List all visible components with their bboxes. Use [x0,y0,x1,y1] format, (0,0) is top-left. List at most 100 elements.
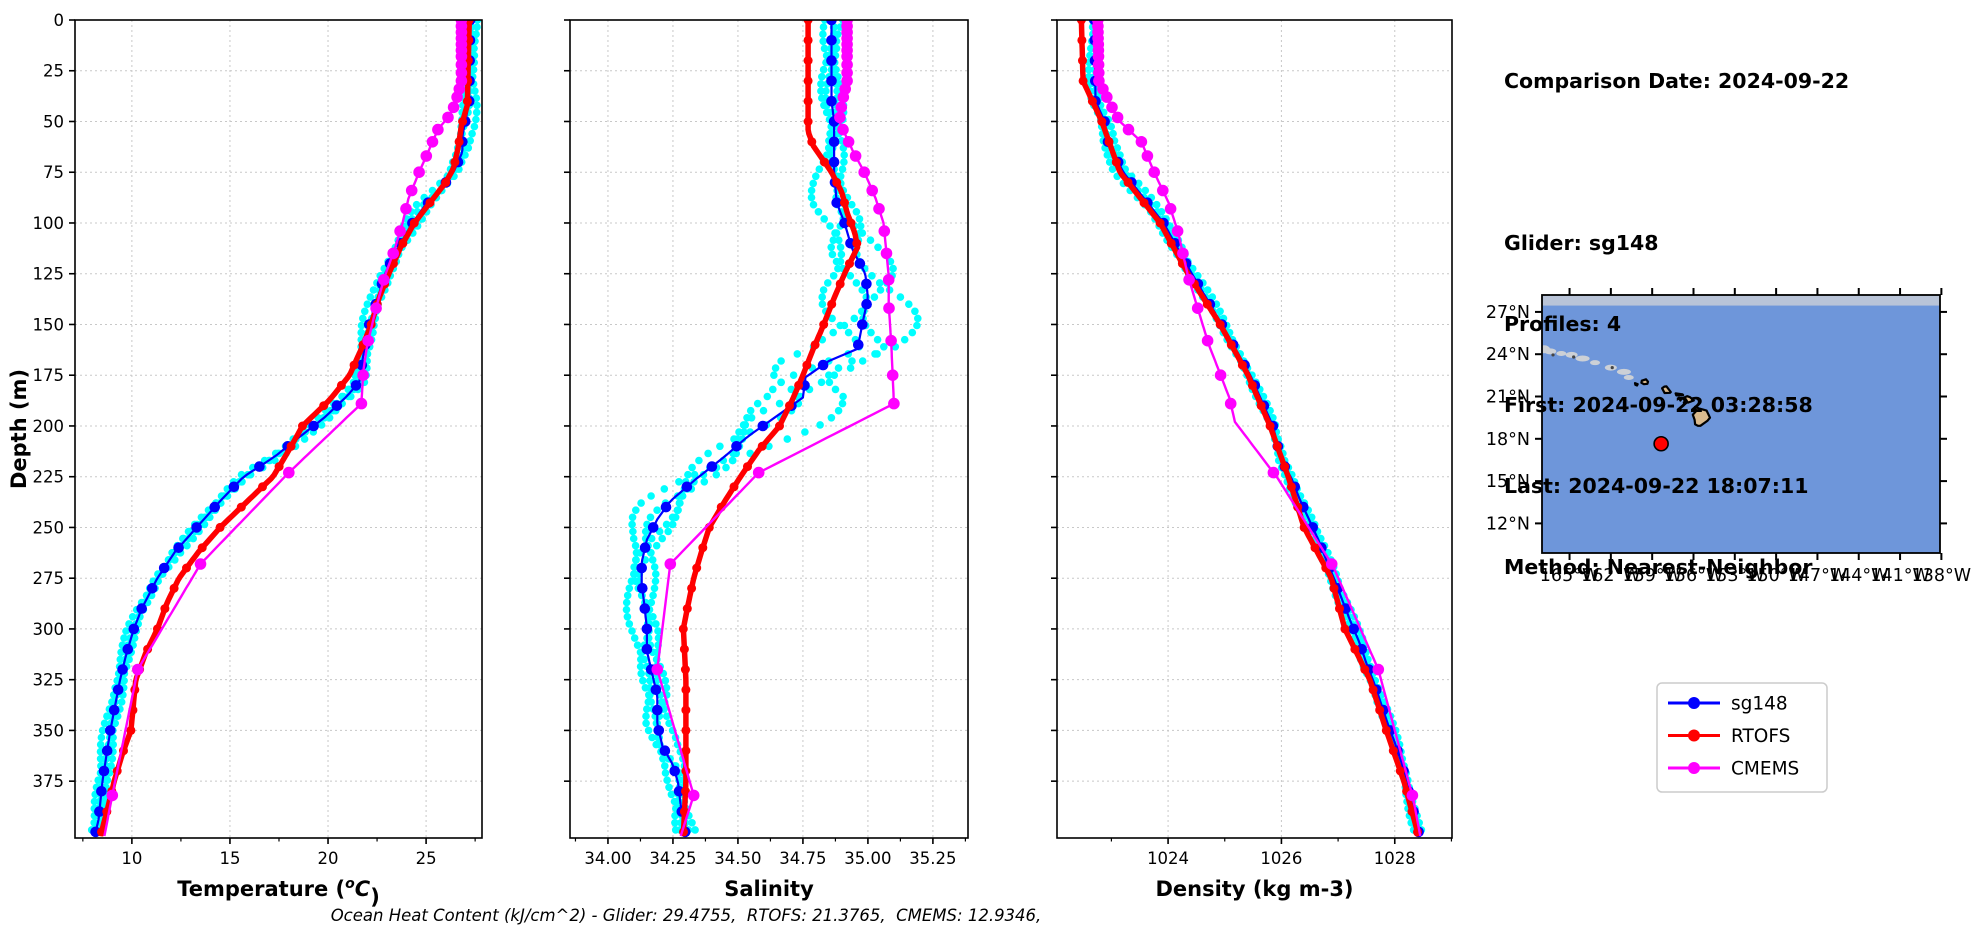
svg-text:25: 25 [43,62,64,81]
map-lon-label: 159°W [1622,566,1681,586]
axes-frame [1056,19,1453,839]
svg-text:34.25: 34.25 [649,849,696,868]
svg-text:35.25: 35.25 [909,849,956,868]
map-lon-label: 150°W [1746,566,1805,586]
y-axis: 0 25 50 75 100 125 150 175 200 225 250 275 300 325 350… [33,11,75,791]
rtofs-series [1076,20,1422,837]
density-panel: 1024 1026 1028 Density (kg m-3) [1051,19,1453,901]
grid [570,20,968,838]
shoal-patch [1575,355,1590,362]
island-kauai [1640,378,1650,386]
islet-speck [1551,353,1555,357]
svg-text:20: 20 [318,849,339,868]
ocean [1542,295,1940,553]
legend-item-cmems: CMEMS [1668,759,1799,780]
svg-text:25: 25 [416,849,437,868]
svg-text:35.00: 35.00 [844,849,891,868]
svg-text:34.50: 34.50 [714,849,761,868]
grid [75,20,482,838]
cmems-series [103,20,468,837]
sg148-series [90,20,476,838]
map-lat-label: 18°N [1486,430,1530,450]
shoal-patch [1542,345,1551,354]
salinity-panel: 34.00 34.25 34.50 34.75 35.00 35.25 Salinity [564,19,969,901]
map-lat-label: 12°N [1486,514,1530,534]
info-line-method: Method: Nearest-Neighbor [1504,555,1813,579]
svg-text:15: 15 [219,849,240,868]
info-line-first: First: 2024-09-22 03:28:58 [1504,393,1813,417]
ohc-annotation: Ocean Heat Content (kJ/cm^2) - Glider: 2… [330,906,1042,925]
map-lat-label: 15°N [1486,472,1530,492]
x-axis: 10 15 20 25 [82,838,476,868]
north-band [1542,295,1940,306]
legend-item-sg148: sg148 [1668,694,1788,715]
comparison-date-text: Comparison Date: 2024-09-22 [1504,69,1850,93]
island-lanai [1677,396,1683,402]
island-maui [1682,395,1695,404]
map-frame [1541,294,1941,554]
info-panel: Comparison Date: 2024-09-22 Glider: sg14… [1504,14,1849,635]
svg-text:250: 250 [33,518,65,537]
shoal-patch [1556,351,1567,357]
rtofs-series [678,20,862,837]
axes-frame [569,19,969,839]
x-axis: 34.00 34.25 34.50 34.75 35.00 35.25 [574,838,967,868]
info-line-glider: Glider: sg148 [1504,231,1659,255]
glider-location-marker [1653,435,1669,452]
map-lon-label: 141°W [1870,566,1929,586]
shoal-patch [1616,368,1631,375]
svg-text:300: 300 [33,620,65,639]
legend-label: RTOFS [1731,726,1790,747]
info-line-last: Last: 2024-09-22 18:07:11 [1504,474,1809,498]
svg-text:1024: 1024 [1147,849,1189,868]
x-axis: 1024 1026 1028 [1110,838,1453,868]
svg-text:275: 275 [33,569,65,588]
y-axis [564,19,570,782]
svg-text:10: 10 [121,849,142,868]
svg-text:100: 100 [33,214,65,233]
svg-text:34.00: 34.00 [584,849,631,868]
legend-item-rtofs: RTOFS [1668,726,1790,747]
svg-text:75: 75 [43,163,64,182]
x-axis-label: Temperature (oC) [177,876,380,909]
island-niihau [1633,382,1639,387]
legend-label: sg148 [1731,694,1788,715]
islet-speck [1572,355,1576,359]
map-lat-label: 24°N [1486,345,1530,365]
shoal-patch [1590,360,1601,366]
svg-text:1028: 1028 [1374,849,1416,868]
svg-text:375: 375 [33,772,65,791]
y-axis-label: Depth (m) [7,369,31,489]
map-lat-label: 21°N [1486,388,1530,408]
svg-text:0: 0 [54,11,65,30]
x-axis-label: Salinity [724,877,814,901]
map-lon-label: 156°W [1664,566,1723,586]
y-axis [1051,19,1057,782]
glider-scatter [1085,20,1426,834]
info-gap [1504,149,1849,176]
cmems-series [1092,20,1422,837]
island-hawaii-big-island [1691,405,1712,427]
svg-text:50: 50 [43,112,64,131]
legend-box [1656,682,1828,793]
svg-text:150: 150 [33,315,65,334]
map-lon-label: 144°W [1829,566,1888,586]
svg-text:325: 325 [33,671,65,690]
svg-text:125: 125 [33,265,65,284]
svg-text:175: 175 [33,366,65,385]
map-lon-label: 165°W [1540,566,1599,586]
x-axis-label: Density (kg m-3) [1155,877,1353,901]
info-line-profiles: Profiles: 4 [1504,312,1622,336]
shoal-patch [1623,374,1634,380]
glider-scatter [622,20,922,834]
map-lon-label: 138°W [1912,566,1971,586]
map-lon-label: 162°W [1581,566,1640,586]
svg-text:1026: 1026 [1260,849,1302,868]
svg-text:200: 200 [33,417,65,436]
temperature-panel: 10 15 20 25 Temperature (oC) 0 25 50 75 100 125 150… [33,11,483,909]
legend-label: CMEMS [1731,759,1799,780]
legend: sg148 RTOFS CMEMS [1656,682,1828,793]
location-map: 27°N24°N21°N18°N15°N12°N165°W162°W159°W1… [1486,288,1971,586]
island-oahu [1661,385,1672,395]
